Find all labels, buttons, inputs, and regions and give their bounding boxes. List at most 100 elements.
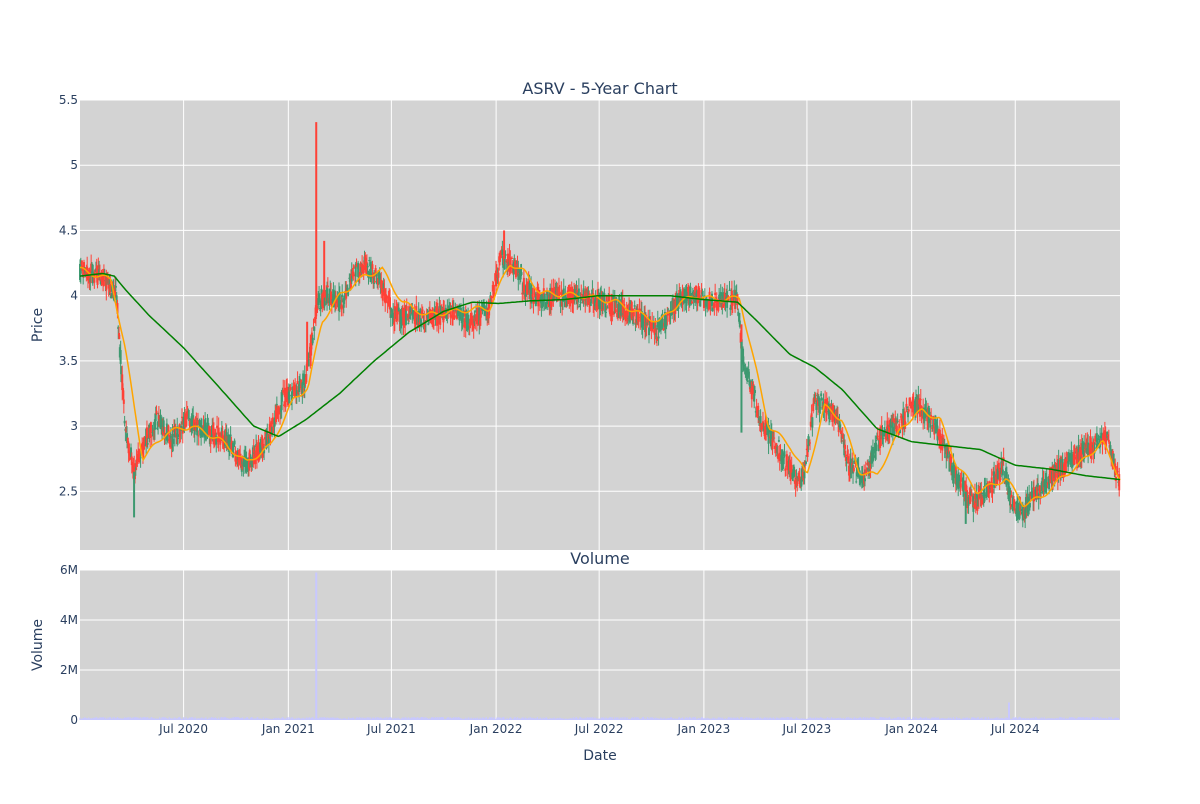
volume-bar bbox=[293, 718, 295, 720]
candle-down bbox=[257, 442, 260, 456]
candle-up bbox=[1096, 440, 1099, 448]
candle-up bbox=[819, 407, 822, 409]
volume-bar bbox=[501, 717, 503, 720]
volume-bar bbox=[215, 718, 217, 720]
candle-down bbox=[968, 491, 971, 495]
candle-up bbox=[271, 427, 274, 433]
candle-up bbox=[1087, 442, 1090, 457]
volume-bar bbox=[705, 719, 707, 720]
candle-down bbox=[938, 429, 941, 439]
volume-bar bbox=[728, 717, 730, 720]
volume-bar bbox=[706, 717, 708, 720]
volume-bar bbox=[591, 717, 594, 720]
volume-bar bbox=[987, 717, 990, 720]
candle-up bbox=[1109, 445, 1112, 450]
volume-bar bbox=[241, 718, 243, 720]
volume-bar bbox=[192, 718, 194, 720]
volume-bar bbox=[287, 717, 289, 720]
candle-down bbox=[479, 307, 482, 318]
volume-bar bbox=[945, 718, 947, 720]
volume-bar bbox=[508, 718, 511, 720]
volume-bar bbox=[872, 717, 874, 720]
candle-up bbox=[176, 426, 179, 437]
candle-down bbox=[771, 438, 774, 450]
volume-bar bbox=[470, 717, 472, 720]
volume-bar bbox=[338, 718, 340, 720]
candle-down bbox=[292, 386, 295, 390]
candlesticks bbox=[79, 122, 1121, 529]
volume-bar bbox=[1069, 718, 1072, 720]
volume-bar bbox=[476, 718, 478, 720]
candle-down bbox=[687, 286, 690, 292]
candle-up bbox=[215, 435, 218, 445]
candle-up bbox=[368, 259, 371, 261]
candle-up bbox=[279, 408, 282, 413]
volume-bar bbox=[877, 718, 879, 720]
volume-bar bbox=[383, 717, 386, 720]
candle-up bbox=[233, 440, 236, 445]
candle-down bbox=[919, 399, 922, 401]
volume-bar bbox=[845, 718, 847, 720]
volume-bar bbox=[351, 717, 354, 720]
volume-bar bbox=[664, 719, 666, 720]
volume-bar bbox=[510, 717, 512, 720]
volume-bar bbox=[859, 717, 861, 720]
volume-bar bbox=[875, 718, 877, 720]
volume-bar bbox=[385, 718, 387, 720]
candle-down bbox=[316, 307, 319, 311]
volume-bar bbox=[986, 719, 988, 720]
price-y-ticks: 2.533.544.555.5 bbox=[59, 93, 78, 498]
candle-up bbox=[620, 299, 623, 316]
candle-up bbox=[738, 320, 741, 327]
volume-bar bbox=[506, 717, 508, 720]
candle-down bbox=[841, 435, 844, 439]
volume-bar bbox=[329, 717, 331, 720]
candle-down bbox=[514, 269, 517, 278]
volume-bar bbox=[673, 718, 675, 720]
candle-down bbox=[624, 313, 627, 317]
volume-bar bbox=[882, 717, 884, 720]
volume-bar bbox=[190, 717, 193, 720]
volume-bar bbox=[678, 717, 680, 720]
volume-bar bbox=[167, 718, 169, 720]
volume-bar bbox=[162, 717, 164, 720]
volume-bar bbox=[985, 717, 987, 720]
volume-panel-title: Volume bbox=[570, 549, 630, 568]
volume-bar bbox=[961, 719, 963, 720]
volume-bar bbox=[426, 718, 428, 720]
volume-bar bbox=[92, 718, 94, 720]
volume-bar bbox=[815, 719, 817, 720]
candle-down bbox=[763, 430, 766, 437]
volume-bar bbox=[397, 717, 399, 720]
volume-bar bbox=[743, 718, 745, 720]
candle-up bbox=[671, 300, 674, 315]
candle-up bbox=[1030, 491, 1033, 496]
candle-up bbox=[389, 314, 392, 318]
volume-bar bbox=[496, 717, 498, 720]
volume-bar bbox=[624, 717, 626, 720]
volume-bar bbox=[1086, 717, 1088, 720]
volume-bar bbox=[794, 719, 796, 720]
volume-bar bbox=[668, 717, 670, 720]
volume-bar bbox=[967, 719, 970, 720]
volume-bar bbox=[677, 719, 679, 720]
volume-bar bbox=[991, 718, 994, 720]
volume-bar bbox=[968, 718, 970, 720]
volume-bar bbox=[424, 718, 426, 720]
candle-up bbox=[382, 283, 385, 290]
volume-bar bbox=[791, 717, 793, 720]
candle-up bbox=[206, 422, 209, 436]
candle-up bbox=[818, 405, 821, 413]
candle-up bbox=[110, 296, 113, 299]
volume-bar bbox=[575, 717, 578, 720]
volume-bar bbox=[1115, 717, 1117, 720]
volume-bar bbox=[844, 718, 846, 720]
volume-bar bbox=[166, 717, 168, 720]
candle-up bbox=[872, 455, 875, 458]
volume-bar bbox=[228, 718, 230, 720]
candle-down bbox=[499, 252, 502, 256]
volume-bar bbox=[1069, 717, 1071, 720]
candle-down bbox=[717, 301, 720, 311]
volume-bar bbox=[193, 717, 195, 720]
candle-up bbox=[746, 372, 749, 379]
